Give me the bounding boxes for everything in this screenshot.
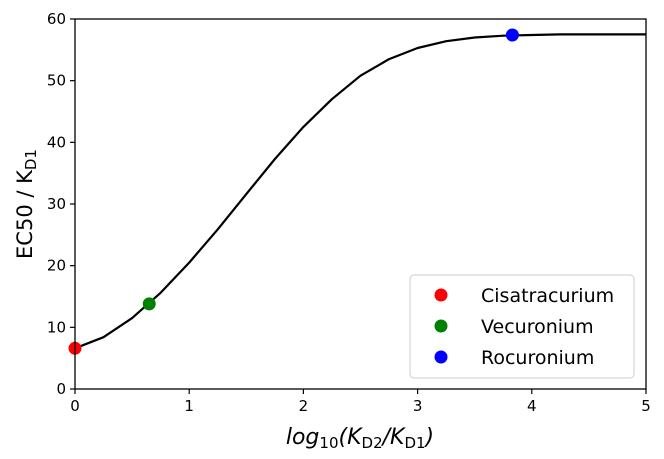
legend: Cisatracurium Vecuronium Rocuronium xyxy=(409,274,635,379)
y-tick-label: 30 xyxy=(47,195,66,213)
x-tick-label: 4 xyxy=(527,397,537,415)
legend-label-rocuronium: Rocuronium xyxy=(481,347,594,369)
x-tick-label: 0 xyxy=(70,397,80,415)
y-tick-label: 10 xyxy=(47,318,66,336)
fit-curve xyxy=(74,33,646,350)
data-point-vecuronium xyxy=(142,297,156,311)
y-axis: 0 10 20 30 40 50 60 xyxy=(47,10,75,398)
y-tick-label: 50 xyxy=(47,72,66,90)
y-axis-label: EC50 / KD1 xyxy=(13,149,40,259)
legend-label-vecuronium: Vecuronium xyxy=(481,316,594,338)
data-point-rocuronium xyxy=(505,28,519,42)
y-tick-label: 40 xyxy=(47,133,66,151)
y-tick-label: 0 xyxy=(56,380,66,398)
x-tick-label: 1 xyxy=(184,397,194,415)
y-tick-label: 60 xyxy=(47,10,66,28)
legend-marker-vecuronium xyxy=(434,319,448,333)
legend-label-cisatracurium: Cisatracurium xyxy=(481,285,614,307)
y-tick-label: 20 xyxy=(47,257,66,275)
x-tick-label: 3 xyxy=(413,397,423,415)
x-axis: 0 1 2 3 4 5 xyxy=(70,389,651,415)
x-axis-label: log10(KD2/KD1) xyxy=(286,425,434,452)
x-tick-label: 2 xyxy=(299,397,309,415)
legend-marker-cisatracurium xyxy=(434,288,448,302)
legend-marker-rocuronium xyxy=(434,350,448,364)
x-tick-label: 5 xyxy=(641,397,651,415)
